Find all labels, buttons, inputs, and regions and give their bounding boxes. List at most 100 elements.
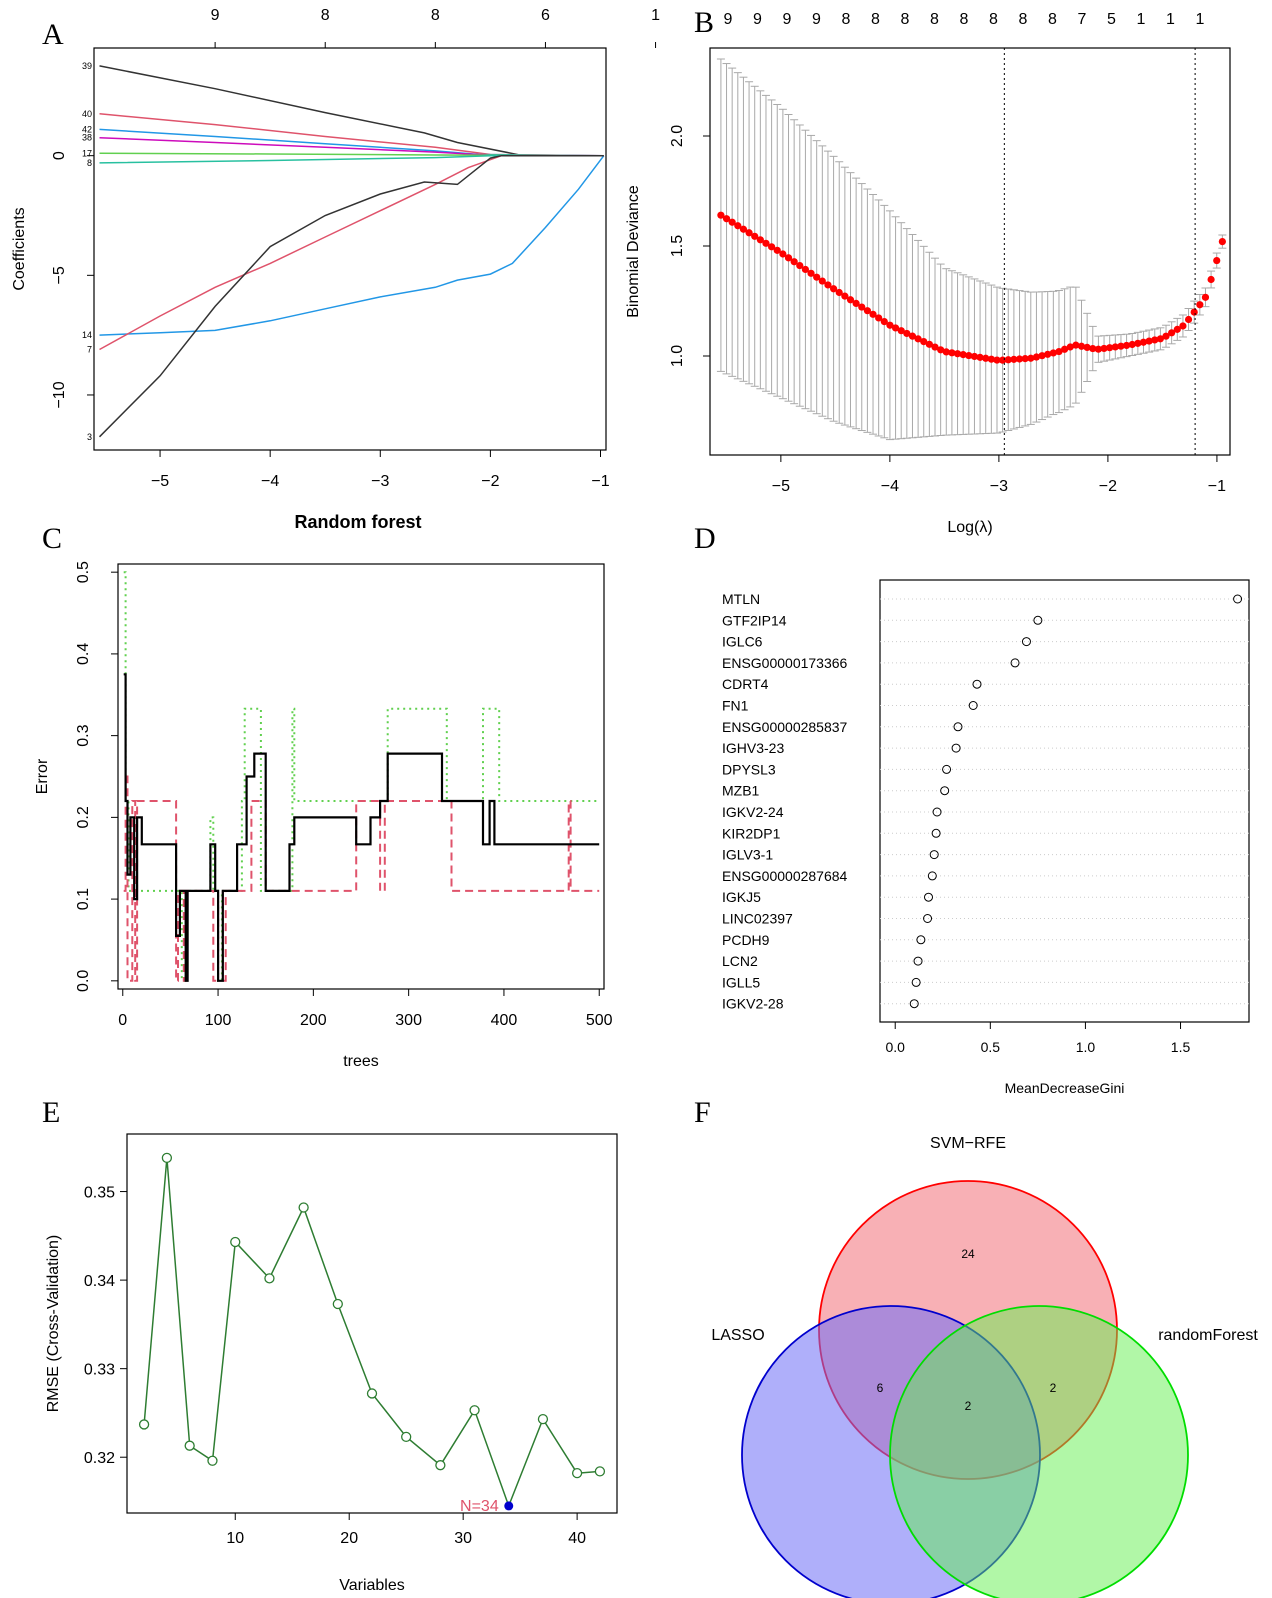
importance-point: [1033, 615, 1043, 625]
x-tick-label: −5: [151, 473, 169, 490]
cv-point: [835, 288, 843, 297]
panel-f-venn-diagram: SVM−RFE LASSO randomForest 24 6 2 2: [711, 1135, 1258, 1598]
importance-point: [972, 679, 982, 689]
gene-label: IGKJ5: [722, 889, 761, 905]
top-tick-label: 8: [431, 7, 440, 24]
coef-label: 8: [87, 158, 92, 168]
cv-point: [779, 250, 787, 258]
cv-point: [768, 243, 776, 251]
venn-set-3: [889, 1305, 1189, 1598]
cv-point: [1106, 344, 1114, 352]
x-tick-label: 400: [491, 1012, 518, 1029]
coef-path-3: [98, 154, 604, 438]
rmse-point: [138, 1419, 150, 1430]
importance-point: [940, 786, 950, 796]
cv-point: [1139, 338, 1148, 346]
y-tick-label: 1.0: [669, 345, 686, 367]
importance-point: [909, 999, 919, 1009]
cv-point: [790, 258, 798, 266]
coef-path-39: [99, 65, 604, 157]
importance-point: [1021, 637, 1031, 647]
coef-label: 40: [82, 109, 92, 119]
x-tick-label: −4: [881, 478, 899, 495]
cv-point: [728, 218, 736, 226]
coef-label: 42: [82, 124, 92, 134]
x-tick-label: 0: [118, 1012, 127, 1029]
cv-point: [846, 296, 855, 304]
cv-point: [1010, 355, 1018, 363]
y-tick-label: 0.5: [75, 561, 92, 583]
panel-letter-e: E: [42, 1096, 60, 1129]
cv-point: [886, 321, 894, 329]
panel-d-variable-importance: MTLN GTF2IP14 IGLC6 ENSG00000173366 CDRT4 FN1…: [722, 579, 1250, 1096]
venn-count-svm_lasso: 6: [877, 1381, 884, 1395]
error-line-class-2: [123, 571, 600, 982]
cv-point: [993, 356, 1001, 364]
cv-point: [1021, 355, 1029, 363]
gene-label: ENSG00000173366: [722, 655, 848, 671]
gene-label: MZB1: [722, 783, 760, 799]
rmse-point: [401, 1431, 412, 1442]
importance-point: [1010, 658, 1020, 668]
best-point: [504, 1501, 514, 1511]
rmse-point: [264, 1273, 275, 1284]
gene-label: CDRT4: [722, 676, 769, 692]
x-axis-label: trees: [343, 1053, 379, 1070]
cv-point: [908, 332, 917, 340]
cv-point: [948, 349, 956, 357]
rmse-point: [184, 1440, 195, 1451]
y-tick-label: 2.0: [669, 125, 686, 147]
cv-point: [1032, 353, 1041, 361]
cv-point: [1100, 344, 1108, 353]
top-tick-label: 8: [1019, 11, 1028, 28]
panel-c-random-forest-error: 0 100 200 300 400 500 0.0 0.1 0.2 0.3 0.4 0.5 Random…: [34, 512, 613, 1070]
importance-point: [924, 892, 934, 902]
top-tick-label: 1: [651, 7, 660, 24]
x-tick-label: 0.0: [885, 1039, 905, 1055]
gene-label: IGKV2-28: [722, 996, 784, 1012]
cv-point: [959, 351, 967, 359]
importance-point: [953, 722, 963, 732]
cv-point: [852, 299, 860, 308]
cv-point: [1179, 322, 1187, 330]
importance-point: [1233, 594, 1243, 604]
top-tick-label: 8: [871, 11, 880, 28]
gene-label: GTF2IP14: [722, 612, 787, 628]
cv-point: [914, 335, 922, 343]
cv-point: [829, 285, 838, 293]
cv-point: [807, 269, 815, 277]
cv-point: [869, 310, 877, 318]
rmse-point: [469, 1405, 480, 1416]
cv-point: [903, 329, 911, 338]
x-tick-label: 1.5: [1171, 1039, 1191, 1055]
y-axis-label: RMSE (Cross-Validation): [45, 1235, 62, 1413]
importance-point: [931, 828, 941, 838]
cv-point: [1218, 238, 1226, 246]
y-tick-label: 0: [51, 151, 68, 160]
coef-label: 7: [87, 345, 92, 355]
y-axis-label: Coefficients: [11, 207, 28, 290]
x-tick-label: −1: [1208, 478, 1226, 495]
plot-frame: [879, 579, 1250, 1023]
rmse-point: [537, 1413, 549, 1425]
cv-point: [1168, 329, 1176, 337]
cv-point: [1184, 315, 1193, 324]
best-annotation: N=34: [460, 1498, 499, 1515]
cv-point: [982, 354, 990, 362]
cv-point: [1196, 301, 1204, 309]
coef-label: 39: [82, 61, 92, 71]
rmse-point: [298, 1202, 309, 1213]
panel-letter-f: F: [694, 1096, 711, 1129]
y-tick-label: 0.34: [84, 1273, 115, 1290]
cv-point: [796, 261, 804, 270]
rmse-point: [230, 1236, 241, 1248]
top-tick-label: 8: [842, 11, 851, 28]
x-tick-label: −3: [371, 473, 389, 490]
top-tick-label: 1: [1166, 11, 1175, 28]
gene-label: MTLN: [722, 591, 760, 607]
cv-point: [1072, 341, 1080, 349]
gene-label: ENSG00000285837: [722, 719, 848, 735]
top-tick-label: 8: [901, 11, 910, 28]
panel-letter-a: A: [42, 18, 64, 51]
